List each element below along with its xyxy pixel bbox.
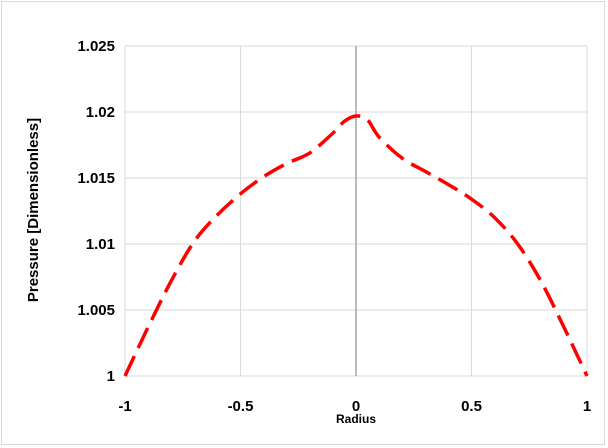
y-tick-label: 1.025: [77, 38, 115, 55]
x-tick-label: -1: [118, 398, 131, 415]
y-tick-label: 1.01: [86, 236, 115, 253]
series-line-0: [123, 114, 589, 377]
y-tick-label: 1.015: [77, 170, 115, 187]
x-tick-labels: -1 -0.5 0 0.5 1: [118, 398, 591, 415]
x-tick-label: 0.5: [461, 398, 482, 415]
x-tick-label: 1: [583, 398, 591, 415]
y-tick-label: 1: [107, 368, 115, 385]
y-tick-labels: 1 1.005 1.01 1.015 1.02 1.025: [77, 38, 115, 385]
y-tick-label: 1.005: [77, 302, 115, 319]
y-axis-label: Pressure [Dimensionless]: [25, 118, 42, 302]
series-group: [123, 114, 589, 377]
y-tick-label: 1.02: [86, 104, 115, 121]
x-tick-label: -0.5: [228, 398, 254, 415]
x-axis-label: Radius: [336, 412, 376, 426]
x-gridlines: [124, 46, 588, 376]
x-tick-label: 0: [352, 398, 360, 415]
